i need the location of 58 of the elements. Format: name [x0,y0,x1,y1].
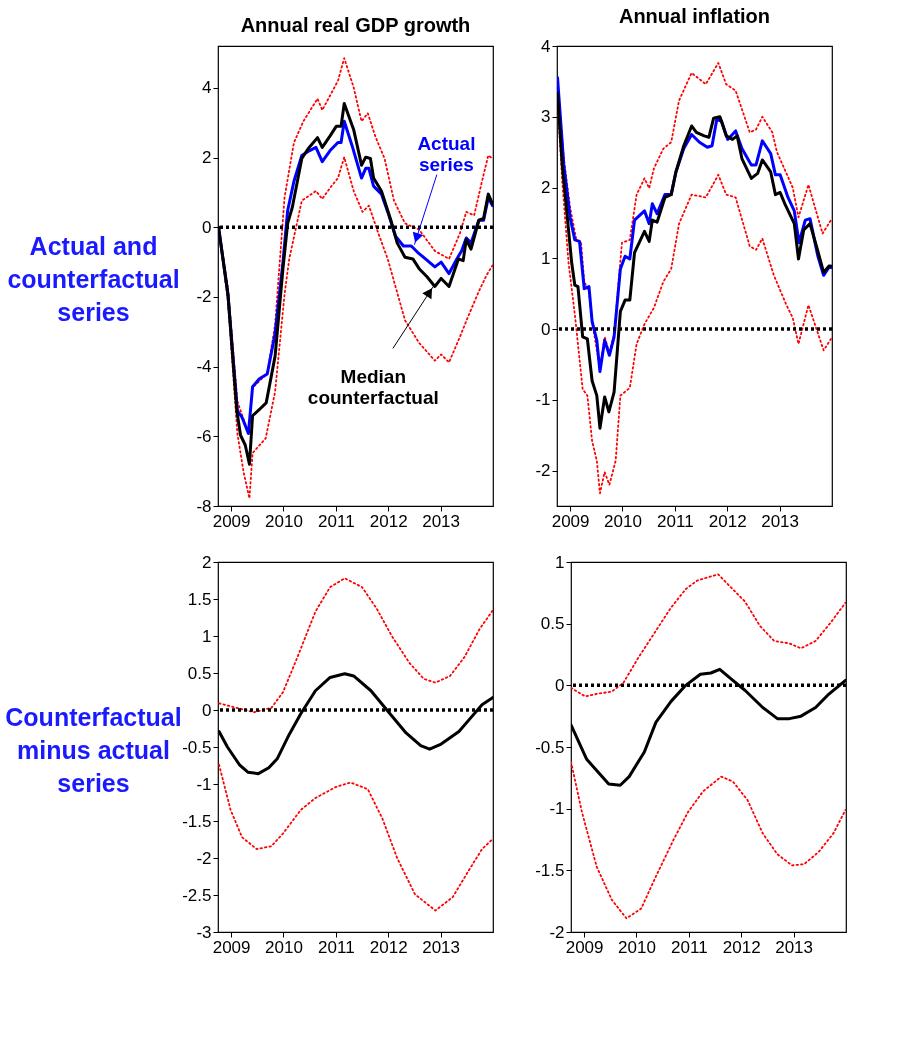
y-tick-label: 2 [202,552,212,572]
y-tick-label: 0 [202,700,212,720]
y-tick-label: -1 [549,799,565,819]
y-tick-label: -0.5 [182,737,212,757]
y-tick-label: 0.5 [187,663,212,683]
y-tick-label: -6 [196,426,212,446]
y-tick-label: -1.5 [535,860,565,880]
y-tick-label: 3 [541,107,551,127]
y-tick-label: -2 [535,461,551,481]
y-tick-label: -3 [196,922,212,942]
y-tick-label: -2 [549,922,565,942]
y-tick-label: -8 [196,496,212,516]
x-tick-label: 2009 [565,937,604,957]
y-tick-label: 1 [202,626,212,646]
y-tick-label: -2.5 [182,885,212,905]
y-tick-label: 4 [202,78,212,98]
x-tick-label: 2009 [212,937,251,957]
x-tick-label: 2013 [422,937,461,957]
y-tick-label: -1 [535,390,551,410]
annotation: Actual series [417,132,476,175]
x-tick-label: 2013 [422,511,461,531]
x-tick-label: 2011 [318,511,355,531]
y-tick-label: -2 [196,287,212,307]
x-tick-label: 2009 [212,511,251,531]
x-tick-label: 2013 [761,511,800,531]
x-tick-label: 2010 [604,511,642,531]
x-tick-label: 2012 [369,937,408,957]
x-tick-label: 2010 [265,937,303,957]
x-tick-label: 2013 [775,937,814,957]
y-tick-label: 2 [202,148,212,168]
chart-title: Annual real GDP growth [240,14,471,36]
y-tick-label: 1 [541,248,551,268]
x-tick-label: 2012 [708,511,747,531]
y-tick-label: 1.5 [187,589,212,609]
x-tick-label: 2010 [265,511,303,531]
x-tick-label: 2011 [657,511,694,531]
y-axis-title: Actual and counterfactual series [7,231,180,326]
y-tick-label: 0 [555,675,565,695]
x-tick-label: 2011 [318,937,355,957]
y-tick-label: 1 [555,552,565,572]
x-tick-label: 2011 [671,937,708,957]
y-tick-label: -4 [196,357,212,377]
y-tick-label: 2 [541,178,551,198]
y-tick-label: -2 [196,848,212,868]
x-tick-label: 2012 [722,937,761,957]
x-tick-label: 2012 [369,511,408,531]
y-tick-label: 4 [541,36,551,56]
y-tick-label: 0 [202,217,212,237]
annotation: Median counterfactual [307,366,439,409]
y-tick-label: -1.5 [182,811,212,831]
y-tick-label: -1 [196,774,212,794]
y-tick-label: 0.5 [540,614,565,634]
y-tick-label: 0 [541,319,551,339]
y-axis-title: Counterfactual minus actual series [5,702,182,797]
y-tick-label: -0.5 [535,737,565,757]
x-tick-label: 2009 [551,511,590,531]
x-tick-label: 2010 [618,937,656,957]
chart-title: Annual inflation [618,5,771,27]
